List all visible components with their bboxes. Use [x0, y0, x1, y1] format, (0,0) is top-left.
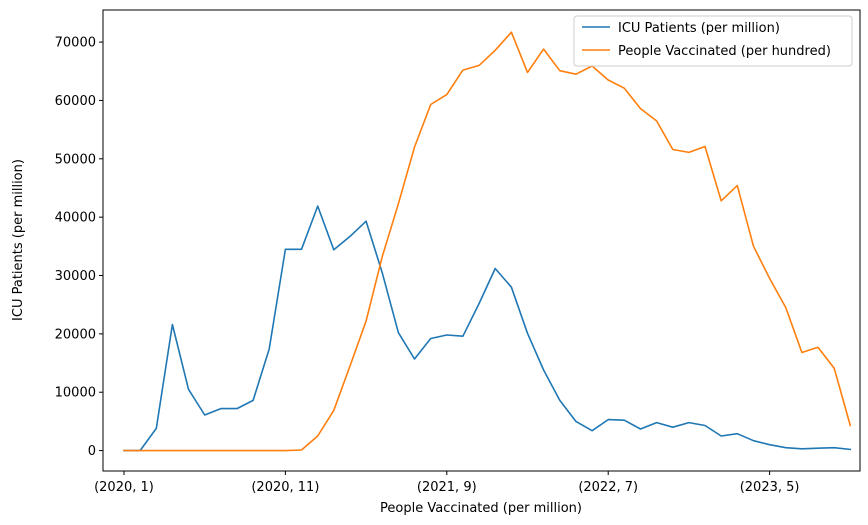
legend-label-vaccinated: People Vaccinated (per hundred): [618, 44, 831, 59]
x-tick-label: (2022, 7): [578, 480, 638, 495]
series-line-0: [123, 205, 852, 452]
x-tick-label: (2020, 11): [251, 480, 319, 495]
y-tick-label: 50000: [55, 152, 96, 167]
y-tick-label: 60000: [55, 94, 96, 109]
x-tick-label: (2020, 1): [94, 480, 154, 495]
y-tick-label: 0: [88, 444, 96, 459]
y-tick-label: 70000: [55, 36, 96, 51]
y-tick-label: 40000: [55, 211, 96, 226]
y-tick-label: 20000: [55, 327, 96, 342]
series-line-1: [123, 31, 852, 452]
y-tick-label: 10000: [55, 386, 96, 401]
series-lines: [123, 31, 852, 452]
x-axis-label: People Vaccinated (per million): [380, 501, 582, 516]
legend: ICU Patients (per million) People Vaccin…: [573, 15, 853, 67]
legend-label-icu: ICU Patients (per million): [618, 21, 780, 36]
plot-frame: [102, 9, 861, 472]
y-axis-label: ICU Patients (per million): [11, 159, 26, 321]
y-axis-ticks: 0 10000 20000 30000 40000 50000 60000 70000: [55, 36, 103, 459]
y-tick-label: 30000: [55, 269, 96, 284]
x-axis-ticks: (2020, 1) (2020, 11) (2021, 9) (2022, 7) (20…: [94, 471, 799, 495]
legend-box: [573, 15, 853, 67]
x-tick-label: (2023, 5): [740, 480, 800, 495]
x-tick-label: (2021, 9): [417, 480, 477, 495]
